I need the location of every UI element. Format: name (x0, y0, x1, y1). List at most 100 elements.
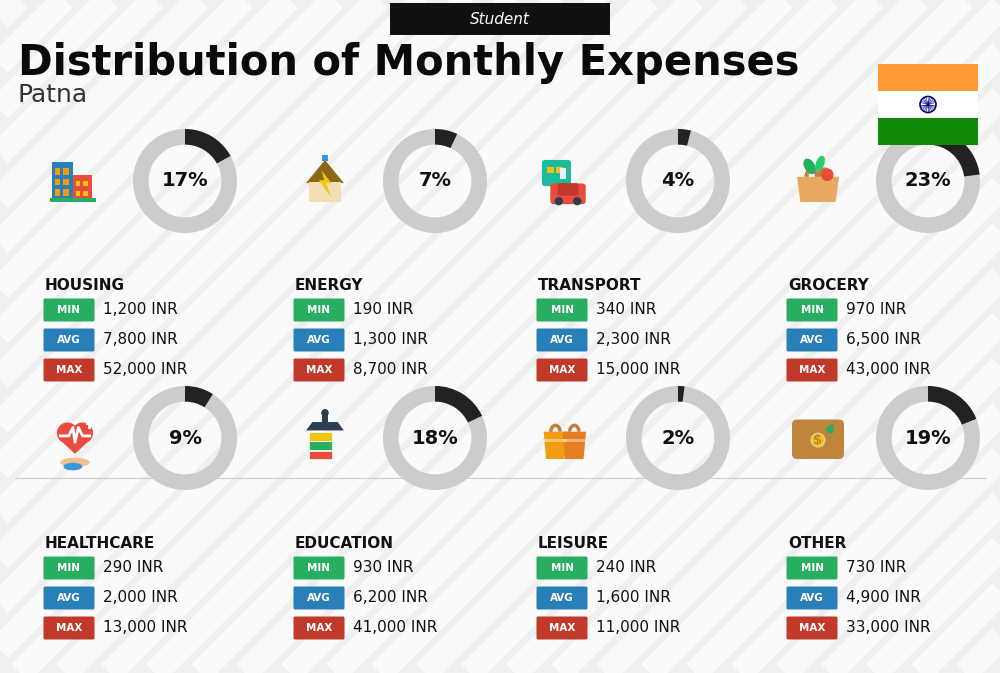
Circle shape (72, 423, 93, 444)
Wedge shape (133, 129, 237, 233)
FancyBboxPatch shape (44, 557, 94, 579)
Text: AVG: AVG (800, 593, 824, 603)
Text: MAX: MAX (799, 623, 825, 633)
Bar (52, 162, 73, 202)
Bar (325, 155, 328, 161)
Text: MAX: MAX (56, 623, 82, 633)
Wedge shape (876, 129, 980, 233)
Bar (560, 168, 566, 179)
Bar (309, 441, 332, 450)
Bar (547, 167, 554, 174)
Ellipse shape (60, 458, 90, 467)
Text: ENERGY: ENERGY (295, 278, 364, 293)
FancyBboxPatch shape (390, 3, 610, 35)
FancyBboxPatch shape (536, 359, 588, 382)
Bar (76, 190, 80, 196)
Text: 340 INR: 340 INR (596, 302, 656, 318)
FancyBboxPatch shape (786, 586, 838, 610)
FancyBboxPatch shape (536, 616, 588, 639)
Text: GROCERY: GROCERY (788, 278, 869, 293)
Polygon shape (306, 422, 344, 431)
Wedge shape (383, 129, 487, 233)
Text: MIN: MIN (58, 305, 80, 315)
Ellipse shape (63, 463, 82, 470)
FancyBboxPatch shape (558, 183, 578, 196)
Bar (878, 91, 978, 118)
Text: 4%: 4% (661, 172, 695, 190)
FancyBboxPatch shape (786, 299, 838, 322)
Wedge shape (185, 386, 213, 407)
FancyBboxPatch shape (536, 586, 588, 610)
Text: 9%: 9% (168, 429, 202, 448)
Text: 1,300 INR: 1,300 INR (353, 332, 428, 347)
Text: MIN: MIN (308, 563, 330, 573)
Bar (556, 167, 563, 174)
Text: 11,000 INR: 11,000 INR (596, 621, 680, 635)
FancyBboxPatch shape (536, 557, 588, 579)
Text: 23%: 23% (905, 172, 951, 190)
Wedge shape (383, 386, 487, 490)
Text: MAX: MAX (306, 365, 332, 375)
Wedge shape (133, 386, 237, 490)
FancyBboxPatch shape (294, 299, 344, 322)
Ellipse shape (815, 155, 825, 171)
Text: 4,900 INR: 4,900 INR (846, 590, 921, 606)
Text: MAX: MAX (799, 365, 825, 375)
Circle shape (573, 197, 581, 205)
Bar (83, 190, 88, 196)
Text: $: $ (814, 433, 822, 447)
FancyBboxPatch shape (44, 616, 94, 639)
Wedge shape (435, 386, 482, 423)
Text: 730 INR: 730 INR (846, 561, 906, 575)
Text: AVG: AVG (550, 335, 574, 345)
Text: MAX: MAX (549, 365, 575, 375)
Bar (322, 155, 325, 161)
FancyBboxPatch shape (786, 616, 838, 639)
FancyBboxPatch shape (550, 184, 586, 204)
Text: TRANSPORT: TRANSPORT (538, 278, 642, 293)
Bar (322, 414, 328, 422)
Text: AVG: AVG (307, 593, 331, 603)
Bar (544, 439, 567, 442)
Text: 19%: 19% (905, 429, 951, 448)
Circle shape (321, 409, 329, 417)
Text: 17%: 17% (162, 172, 208, 190)
Text: EDUCATION: EDUCATION (295, 536, 394, 551)
FancyBboxPatch shape (786, 328, 838, 351)
Text: MAX: MAX (549, 623, 575, 633)
FancyBboxPatch shape (786, 359, 838, 382)
Text: MAX: MAX (56, 365, 82, 375)
Circle shape (555, 197, 563, 205)
Bar (63, 168, 69, 175)
Bar (63, 189, 69, 196)
Wedge shape (928, 386, 976, 425)
Wedge shape (876, 386, 980, 490)
Text: AVG: AVG (307, 335, 331, 345)
Polygon shape (797, 177, 839, 202)
FancyBboxPatch shape (294, 616, 344, 639)
Text: 15,000 INR: 15,000 INR (596, 363, 680, 378)
Bar (563, 439, 586, 442)
Text: 33,000 INR: 33,000 INR (846, 621, 931, 635)
Wedge shape (626, 129, 730, 233)
Text: 41,000 INR: 41,000 INR (353, 621, 437, 635)
FancyBboxPatch shape (536, 328, 588, 351)
Text: MIN: MIN (800, 563, 824, 573)
Wedge shape (678, 129, 691, 146)
Text: 1,200 INR: 1,200 INR (103, 302, 178, 318)
Bar (86, 422, 94, 425)
Text: 190 INR: 190 INR (353, 302, 413, 318)
Text: MIN: MIN (308, 305, 330, 315)
Bar (55, 179, 60, 185)
Text: 2,300 INR: 2,300 INR (596, 332, 671, 347)
Bar (309, 451, 332, 459)
Bar (50, 198, 96, 202)
Bar (73, 175, 92, 202)
Text: 8,700 INR: 8,700 INR (353, 363, 428, 378)
FancyBboxPatch shape (44, 328, 94, 351)
Text: 13,000 INR: 13,000 INR (103, 621, 188, 635)
Polygon shape (544, 431, 567, 459)
Text: 18%: 18% (412, 429, 458, 448)
Text: 1,600 INR: 1,600 INR (596, 590, 671, 606)
Bar (55, 168, 60, 175)
